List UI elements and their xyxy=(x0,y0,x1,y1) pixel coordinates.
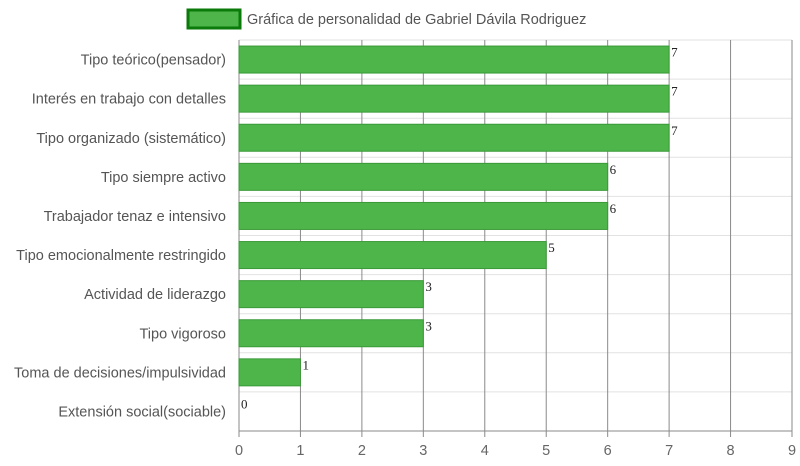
x-tick-label: 9 xyxy=(788,443,796,459)
data-label: 0 xyxy=(241,396,248,411)
bar[interactable] xyxy=(238,358,301,387)
data-label: 7 xyxy=(671,45,678,60)
bar[interactable] xyxy=(238,201,609,230)
x-tick-label: 2 xyxy=(358,443,366,459)
category-label: Extensión social(sociable) xyxy=(58,404,226,420)
category-label: Tipo organizado (sistemático) xyxy=(36,131,226,147)
data-label: 3 xyxy=(425,279,432,294)
category-label: Tipo teórico(pensador) xyxy=(81,53,226,69)
x-axis: 0 1 2 3 4 5 6 7 8 9 xyxy=(235,430,796,459)
data-label: 7 xyxy=(671,84,678,99)
data-label: 5 xyxy=(548,240,555,255)
legend-label: Gráfica de personalidad de Gabriel Dávil… xyxy=(247,12,586,28)
data-labels: 7 7 7 6 6 5 3 3 1 0 xyxy=(241,45,678,412)
x-tick-label: 7 xyxy=(665,443,673,459)
category-label: Interés en trabajo con detalles xyxy=(32,92,226,108)
bar[interactable] xyxy=(238,241,547,270)
data-label: 6 xyxy=(610,162,617,177)
bar[interactable] xyxy=(238,45,670,74)
data-label: 6 xyxy=(610,201,617,216)
x-tick-label: 0 xyxy=(235,443,243,459)
category-label: Tipo siempre activo xyxy=(101,170,226,186)
bar[interactable] xyxy=(238,84,670,113)
legend[interactable]: Gráfica de personalidad de Gabriel Dávil… xyxy=(186,8,586,30)
x-tick-label: 4 xyxy=(481,443,489,459)
x-tick-label: 3 xyxy=(419,443,427,459)
data-label: 1 xyxy=(302,357,309,372)
x-tick-label: 1 xyxy=(296,443,304,459)
legend-swatch xyxy=(186,8,242,30)
bar[interactable] xyxy=(238,162,609,191)
data-label: 7 xyxy=(671,123,678,138)
x-tick-label: 8 xyxy=(727,443,735,459)
category-label: Toma de decisiones/impulsividad xyxy=(14,365,226,381)
bars xyxy=(238,45,670,387)
x-tick-label: 6 xyxy=(604,443,612,459)
category-label: Actividad de liderazgo xyxy=(84,287,226,303)
x-tick-label: 5 xyxy=(542,443,550,459)
bar[interactable] xyxy=(238,123,670,152)
data-label: 3 xyxy=(425,318,432,333)
category-label: Tipo vigoroso xyxy=(139,326,226,342)
category-label: Trabajador tenaz e intensivo xyxy=(44,209,226,225)
category-label: Tipo emocionalmente restringido xyxy=(16,248,226,264)
bar[interactable] xyxy=(238,319,424,348)
bar[interactable] xyxy=(238,280,424,309)
category-labels: Tipo teórico(pensador) Interés en trabajo… xyxy=(14,53,226,421)
